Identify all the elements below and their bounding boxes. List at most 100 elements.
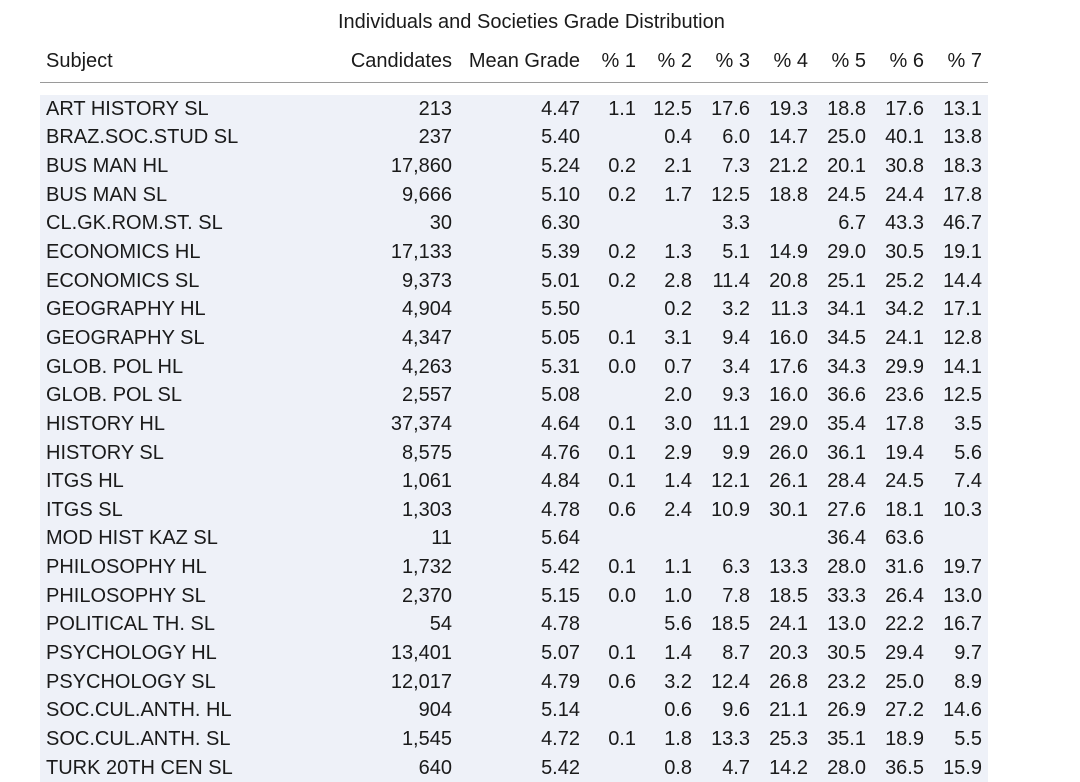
value-cell: 5.24	[452, 152, 580, 181]
value-cell: 4.7	[692, 753, 750, 782]
value-cell: 3.4	[692, 352, 750, 382]
value-cell: 23.2	[808, 667, 866, 697]
table-row: GEOGRAPHY SL 4,347 5.05 0.1 3.1 9.4 16.0 34.5 24…	[40, 324, 988, 353]
value-cell: 6.7	[808, 209, 866, 239]
value-cell: 18.9	[866, 725, 924, 754]
value-cell: 30.5	[808, 639, 866, 668]
value-cell: 5.01	[452, 266, 580, 296]
value-cell	[580, 123, 636, 153]
value-cell: 5.5	[924, 725, 988, 754]
value-cell: 26.0	[750, 438, 808, 468]
value-cell: 4.78	[452, 495, 580, 525]
value-cell: 1.0	[636, 581, 692, 611]
value-cell: 213	[260, 95, 452, 124]
value-cell	[636, 209, 692, 239]
value-cell: 63.6	[866, 524, 924, 554]
value-cell: 26.9	[808, 696, 866, 726]
value-cell: 7.3	[692, 152, 750, 181]
subject-cell: GEOGRAPHY HL	[40, 295, 260, 325]
table-row: GEOGRAPHY HL 4,904 5.50 0.2 3.2 11.3 34.1 34.2 1…	[40, 295, 988, 325]
value-cell: 0.6	[580, 667, 636, 697]
value-cell: 904	[260, 696, 452, 726]
value-cell: 1.7	[636, 180, 692, 210]
value-cell: 1.1	[580, 95, 636, 124]
value-cell	[580, 696, 636, 726]
value-cell: 5.07	[452, 639, 580, 668]
value-cell: 27.6	[808, 495, 866, 525]
table-row: TURK 20TH CEN SL 640 5.42 0.8 4.7 14.2 28.0 36.…	[40, 753, 988, 782]
subject-cell: ECONOMICS HL	[40, 238, 260, 267]
value-cell: 0.4	[636, 123, 692, 153]
value-cell: 35.1	[808, 725, 866, 754]
value-cell: 5.15	[452, 581, 580, 611]
subject-cell: MOD HIST KAZ SL	[40, 524, 260, 554]
value-cell: 9.9	[692, 438, 750, 468]
value-cell: 24.1	[866, 324, 924, 353]
value-cell	[580, 753, 636, 782]
value-cell: 29.4	[866, 639, 924, 668]
subject-cell: ECONOMICS SL	[40, 266, 260, 296]
table-row: POLITICAL TH. SL 54 4.78 5.6 18.5 24.1 13.0 22.…	[40, 610, 988, 640]
table-row: ITGS HL 1,061 4.84 0.1 1.4 12.1 26.1 28.4 24.5 7.…	[40, 467, 988, 496]
value-cell: 12,017	[260, 667, 452, 697]
value-cell: 36.1	[808, 438, 866, 468]
subject-cell: HISTORY SL	[40, 438, 260, 468]
subject-cell: ITGS HL	[40, 467, 260, 496]
value-cell: 0.2	[580, 180, 636, 210]
value-cell: 1,545	[260, 725, 452, 754]
value-cell: 24.1	[750, 610, 808, 640]
value-cell: 5.1	[692, 238, 750, 267]
value-cell: 54	[260, 610, 452, 640]
value-cell: 25.2	[866, 266, 924, 296]
subject-cell: GLOB. POL SL	[40, 381, 260, 411]
value-cell: 25.0	[808, 123, 866, 153]
value-cell: 640	[260, 753, 452, 782]
value-cell: 12.4	[692, 667, 750, 697]
table-row: CL.GK.ROM.ST. SL 30 6.30 3.3 6.7 43.3 46.7	[40, 209, 988, 239]
value-cell: 26.1	[750, 467, 808, 496]
value-cell	[580, 209, 636, 239]
value-cell: 36.6	[808, 381, 866, 411]
value-cell: 5.08	[452, 381, 580, 411]
value-cell: 5.42	[452, 753, 580, 782]
value-cell: 3.1	[636, 324, 692, 353]
value-cell: 1,303	[260, 495, 452, 525]
value-cell: 5.6	[636, 610, 692, 640]
column-header-0: Subject	[40, 40, 260, 83]
chart-title: Individuals and Societies Grade Distribu…	[338, 11, 725, 33]
value-cell: 27.2	[866, 696, 924, 726]
value-cell: 1.1	[636, 553, 692, 582]
value-cell: 16.7	[924, 610, 988, 640]
column-header-3: % 1	[580, 40, 636, 83]
value-cell: 13.3	[692, 725, 750, 754]
value-cell: 26.4	[866, 581, 924, 611]
value-cell: 9.4	[692, 324, 750, 353]
value-cell	[692, 524, 750, 554]
subject-cell: ART HISTORY SL	[40, 95, 260, 124]
value-cell: 5.50	[452, 295, 580, 325]
value-cell: 3.2	[692, 295, 750, 325]
value-cell: 8.7	[692, 639, 750, 668]
header-row: Subject Candidates Mean Grade% 1% 2% 3% 4%…	[40, 40, 988, 83]
subject-cell: PHILOSOPHY SL	[40, 581, 260, 611]
value-cell: 0.2	[580, 152, 636, 181]
value-cell: 34.1	[808, 295, 866, 325]
value-cell: 30.8	[866, 152, 924, 181]
value-cell	[750, 524, 808, 554]
value-cell: 14.2	[750, 753, 808, 782]
subject-cell: GEOGRAPHY SL	[40, 324, 260, 353]
subject-cell: PSYCHOLOGY HL	[40, 639, 260, 668]
value-cell: 7.4	[924, 467, 988, 496]
value-cell: 3.5	[924, 410, 988, 439]
value-cell: 4.76	[452, 438, 580, 468]
table-row: PHILOSOPHY HL 1,732 5.42 0.1 1.1 6.3 13.3 28.0 3…	[40, 553, 988, 582]
value-cell: 6.0	[692, 123, 750, 153]
value-cell: 8.9	[924, 667, 988, 697]
table-row: SOC.CUL.ANTH. HL 904 5.14 0.6 9.6 21.1 26.9 27.…	[40, 696, 988, 726]
value-cell	[636, 524, 692, 554]
value-cell: 0.8	[636, 753, 692, 782]
value-cell: 30.1	[750, 495, 808, 525]
value-cell: 36.4	[808, 524, 866, 554]
value-cell: 31.6	[866, 553, 924, 582]
value-cell	[580, 381, 636, 411]
